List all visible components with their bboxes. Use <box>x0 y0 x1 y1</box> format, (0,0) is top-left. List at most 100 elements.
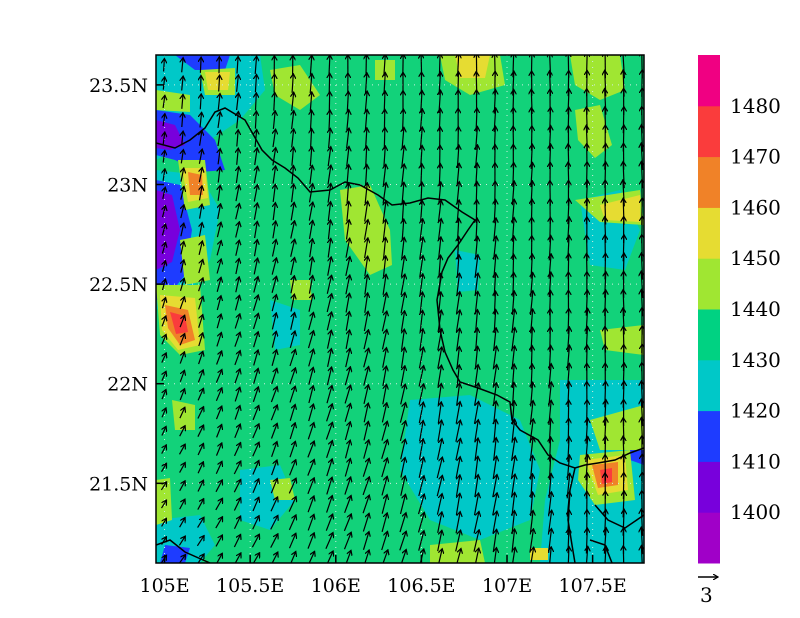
wind-vector <box>363 367 369 386</box>
wind-vector <box>310 147 312 167</box>
wind-vector <box>381 531 388 551</box>
contour-1420-region <box>455 250 480 292</box>
wind-vector <box>179 334 185 346</box>
wind-vector <box>197 480 204 492</box>
wind-vector <box>344 477 351 495</box>
wind-vector <box>292 184 294 203</box>
wind-vector <box>288 497 296 512</box>
wind-vector <box>198 315 203 328</box>
colorbar-swatch <box>698 461 720 513</box>
wind-vector <box>215 406 222 420</box>
wind-vector <box>344 496 352 514</box>
wind-vector <box>178 555 185 563</box>
wind-vector <box>382 348 387 368</box>
wind-vector <box>182 113 183 128</box>
wind-vector <box>234 553 241 563</box>
wind-vector <box>344 367 350 386</box>
wind-vector <box>326 551 333 563</box>
wind-vector <box>363 220 369 240</box>
colorbar-swatch <box>698 105 720 158</box>
wind-vector <box>271 240 277 257</box>
x-axis: 105E 105.5E 106E 106.5E 107E 107.5E <box>139 555 627 597</box>
wind-vector <box>253 350 258 366</box>
x-tick-label: 105E <box>139 575 189 597</box>
wind-vector <box>381 476 387 496</box>
wind-vector <box>160 463 167 473</box>
wind-vector <box>235 240 240 256</box>
wind-vector <box>162 242 165 254</box>
wind-vector <box>362 458 369 477</box>
wind-vector <box>273 221 276 239</box>
wind-vector <box>512 547 516 563</box>
wind-vector <box>215 517 223 529</box>
wind-vector <box>344 404 350 422</box>
wind-vector <box>289 386 295 403</box>
wind-vector <box>200 131 202 146</box>
wind-vector <box>344 440 351 459</box>
wind-vector <box>236 167 238 183</box>
wind-vector <box>256 93 257 111</box>
wind-vector <box>197 443 203 456</box>
wind-vector <box>362 495 369 514</box>
wind-vector <box>271 295 276 312</box>
colorbar-swatch <box>698 512 720 564</box>
wind-vector <box>252 553 259 563</box>
wind-vector <box>255 148 258 166</box>
wind-vector <box>163 187 165 200</box>
wind-vector <box>273 129 276 148</box>
wind-vector <box>179 518 186 528</box>
wind-vector <box>289 368 296 385</box>
wind-vector <box>233 443 241 457</box>
colorbar-label: 1420 <box>730 399 781 423</box>
wind-vector <box>255 56 256 74</box>
wind-vector <box>179 481 185 492</box>
wind-vector <box>290 258 295 276</box>
wind-vector <box>437 549 442 563</box>
wind-vector <box>237 93 239 111</box>
wind-vector <box>161 335 166 345</box>
wind-vector <box>200 112 202 128</box>
colorbar-swatch <box>698 309 720 361</box>
wind-vector <box>381 440 388 459</box>
wind-vector <box>345 348 350 368</box>
wind-vector <box>218 130 220 147</box>
wind-vector <box>455 530 461 552</box>
wind-vector <box>347 220 350 240</box>
wind-vector <box>163 150 165 163</box>
wind-vector <box>326 404 333 422</box>
wind-vector <box>215 388 222 402</box>
wind-vector <box>399 513 406 533</box>
wind-vector <box>233 534 240 548</box>
contour-1440-region <box>172 400 195 430</box>
reference-vector: 3 <box>698 577 718 607</box>
wind-vector <box>362 477 369 496</box>
colorbar-label: 1470 <box>730 145 781 169</box>
wind-vector <box>163 261 166 272</box>
wind-vector <box>197 425 204 437</box>
wind-vector <box>326 275 331 294</box>
wind-vector <box>345 275 350 295</box>
wind-vector <box>310 184 313 203</box>
wind-vector <box>234 387 240 402</box>
wind-vector <box>381 513 387 533</box>
wind-vector <box>493 548 496 563</box>
wind-vector <box>179 407 185 419</box>
wind-vector <box>344 422 350 441</box>
wind-vector <box>252 405 259 421</box>
wind-vector <box>329 110 330 130</box>
x-tick-label: 107E <box>482 575 532 597</box>
wind-vector <box>344 385 351 404</box>
y-tick-label: 21.5N <box>89 473 148 495</box>
wind-vector <box>402 347 405 369</box>
colorbar-swatch <box>698 359 720 412</box>
wind-vector <box>237 148 239 165</box>
wind-vector <box>255 240 258 257</box>
wind-vector <box>344 459 350 477</box>
colorbar-label: 1400 <box>730 500 781 524</box>
wind-vector <box>418 476 424 497</box>
wind-vector <box>345 293 349 313</box>
wind-vector <box>307 533 314 549</box>
wind-vector <box>364 550 369 563</box>
wind-vector <box>290 239 295 257</box>
y-tick-label: 23N <box>107 174 148 196</box>
